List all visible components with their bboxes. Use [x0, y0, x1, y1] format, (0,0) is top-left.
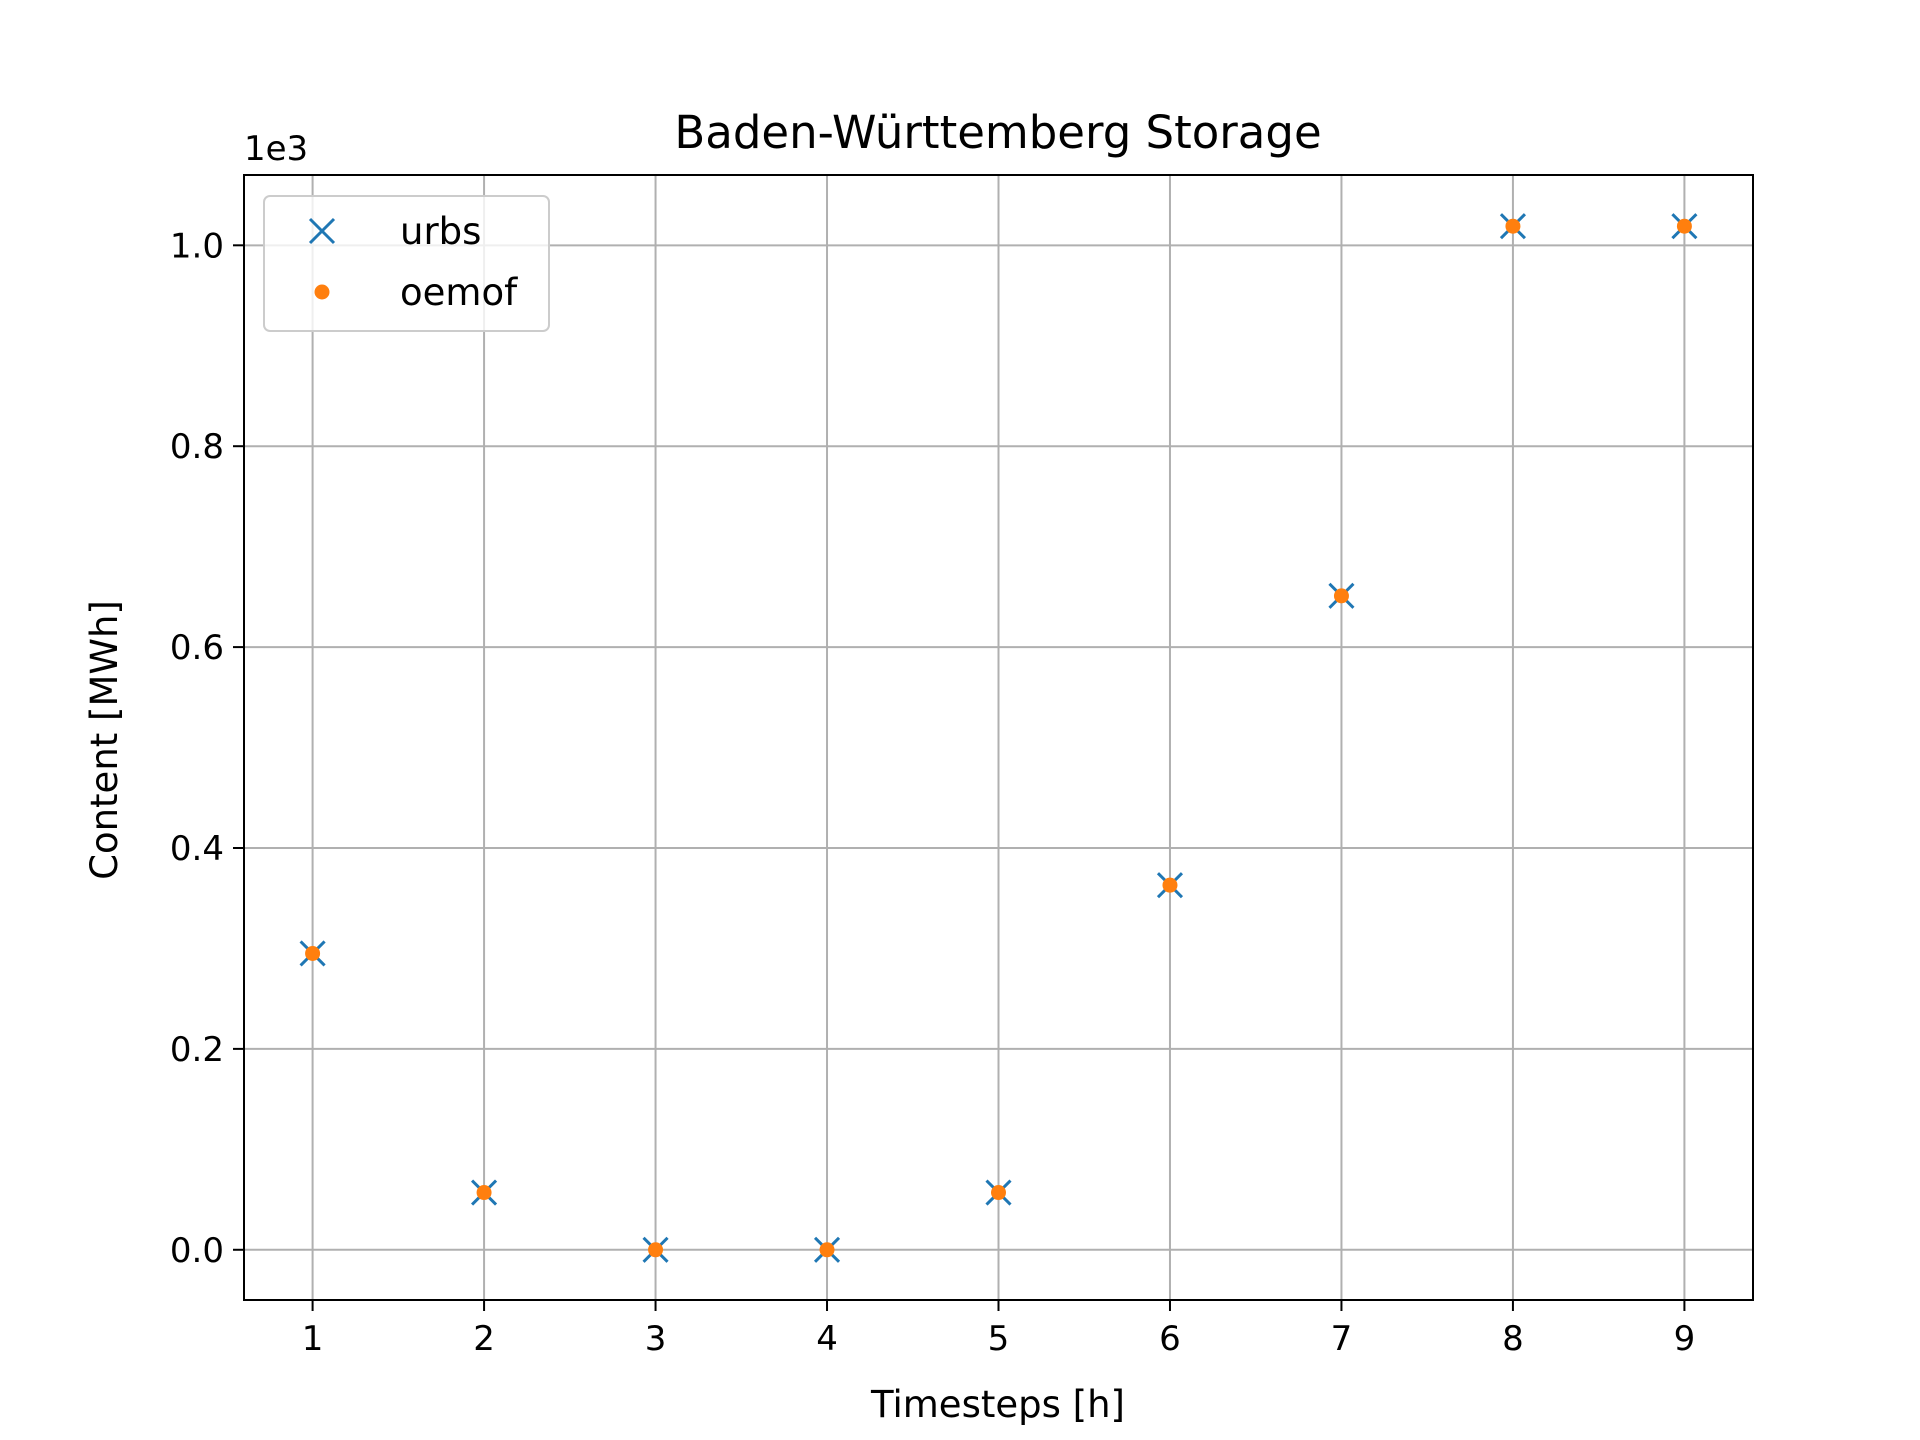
x-marker-stroke — [308, 217, 336, 245]
legend-x-marker — [308, 217, 336, 245]
data-point-oemof — [476, 1185, 492, 1201]
x-tick-label: 5 — [988, 1319, 1010, 1359]
plot-frame — [243, 174, 1754, 1301]
legend-marker-urbs — [308, 217, 336, 245]
x-tick-label: 7 — [1331, 1319, 1353, 1359]
x-tick-label: 8 — [1502, 1319, 1524, 1359]
data-point-oemof — [305, 945, 321, 961]
y-tick-label: 0.0 — [170, 1231, 224, 1271]
x-tick-label: 4 — [816, 1319, 838, 1359]
legend-dot-marker — [314, 284, 330, 300]
data-point-oemof — [648, 1242, 664, 1258]
x-tick-label: 6 — [1159, 1319, 1181, 1359]
x-tick-label: 9 — [1674, 1319, 1696, 1359]
legend-label-oemof: oemof — [400, 271, 518, 314]
x-tick-label: 3 — [645, 1319, 667, 1359]
x-tick-label: 2 — [473, 1319, 495, 1359]
data-point-oemof — [991, 1185, 1006, 1201]
chart-title: Baden-Württemberg Storage — [674, 106, 1321, 159]
data-point-oemof — [1676, 218, 1692, 234]
data-marks — [299, 213, 1698, 1263]
x-axis-title: Timesteps [h] — [870, 1383, 1125, 1426]
data-point-oemof — [1333, 588, 1349, 604]
data-point-oemof — [1505, 218, 1521, 234]
legend-marker-oemof — [314, 284, 330, 300]
y-axis-title: Content [MWh] — [83, 600, 126, 880]
y-tick-label: 0.8 — [170, 427, 224, 467]
axis-ticks: 1 2 3 4 5 6 7 8 9 0.0 0.2 0.4 0.6 0.8 1.0 — [170, 226, 1695, 1359]
grid-lines — [244, 175, 1753, 1300]
y-tick-label: 1.0 — [170, 226, 224, 266]
data-point-oemof — [1162, 877, 1178, 893]
legend-box — [263, 195, 550, 332]
legend: urbs oemof — [263, 195, 550, 332]
y-offset-label: 1e3 — [244, 129, 308, 169]
y-tick-label: 0.4 — [170, 829, 224, 869]
y-tick-label: 0.6 — [170, 628, 224, 668]
data-point-oemof — [819, 1242, 835, 1258]
legend-label-urbs: urbs — [400, 210, 481, 253]
x-tick-label: 1 — [302, 1319, 324, 1359]
y-tick-label: 0.2 — [170, 1030, 224, 1070]
